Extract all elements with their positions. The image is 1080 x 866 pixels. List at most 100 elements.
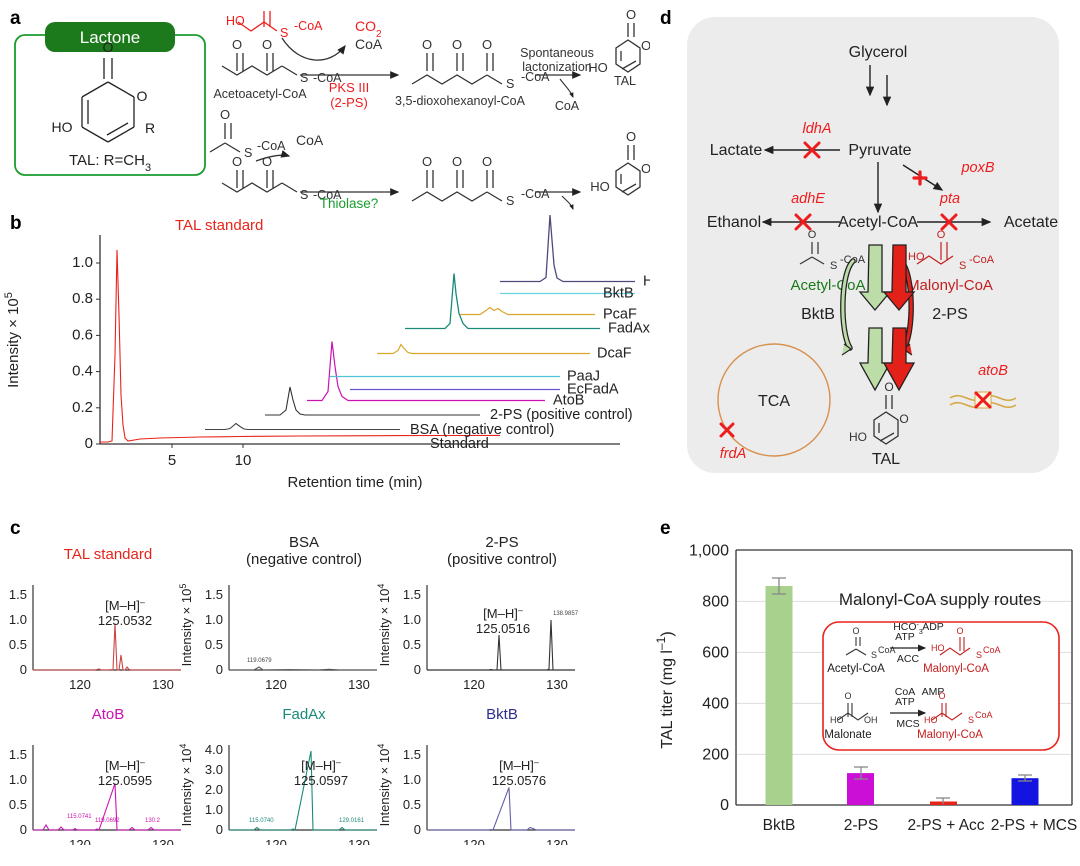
svg-text:1.0: 1.0 — [403, 772, 421, 787]
svg-text:PaaJ: PaaJ — [567, 369, 600, 385]
svg-text:Lactate: Lactate — [710, 142, 763, 159]
svg-text:5: 5 — [168, 452, 176, 469]
svg-text:2-PS: 2-PS — [932, 306, 968, 323]
svg-text:200: 200 — [702, 746, 729, 763]
svg-text:O: O — [844, 691, 851, 701]
svg-text:PcaF: PcaF — [603, 307, 637, 323]
svg-text:1.0: 1.0 — [205, 802, 223, 817]
svg-text:0: 0 — [414, 822, 421, 837]
svg-text:O: O — [482, 154, 492, 169]
svg-text:ATP: ATP — [895, 631, 915, 643]
svg-text:BSA: BSA — [289, 534, 319, 551]
svg-text:2-PS: 2-PS — [844, 817, 878, 834]
svg-text:O: O — [452, 37, 462, 52]
svg-text:S: S — [968, 715, 974, 725]
svg-text:130.2: 130.2 — [145, 818, 161, 824]
svg-text:S: S — [506, 194, 514, 208]
svg-text:1.5: 1.5 — [403, 747, 421, 762]
svg-text:O: O — [808, 229, 817, 241]
svg-text:130: 130 — [546, 837, 568, 845]
svg-text:1.0: 1.0 — [72, 254, 93, 271]
svg-text:Malonyl-CoA supply routes: Malonyl-CoA supply routes — [839, 590, 1041, 609]
svg-text:600: 600 — [702, 644, 729, 661]
svg-text:O: O — [938, 691, 945, 701]
svg-text:-CoA: -CoA — [521, 187, 550, 201]
svg-text:Acetoacetyl-CoA: Acetoacetyl-CoA — [213, 87, 307, 101]
svg-text:Acetate: Acetate — [1004, 214, 1058, 231]
svg-text:120: 120 — [463, 837, 485, 845]
svg-text:(positive control): (positive control) — [447, 551, 557, 568]
svg-text:0.5: 0.5 — [9, 637, 27, 652]
svg-text:TAL: R=CH3: TAL: R=CH3 — [69, 152, 151, 174]
svg-text:120: 120 — [69, 677, 91, 692]
svg-text:Acetyl-CoA: Acetyl-CoA — [790, 277, 865, 294]
svg-text:poxB: poxB — [960, 160, 994, 176]
svg-text:Malonyl-CoA: Malonyl-CoA — [917, 729, 983, 741]
svg-text:Spontaneous: Spontaneous — [520, 46, 594, 60]
svg-text:O: O — [103, 39, 114, 55]
svg-text:O: O — [899, 412, 908, 426]
svg-text:138.9857: 138.9857 — [553, 611, 579, 617]
svg-text:O: O — [232, 37, 242, 52]
svg-text:Retention time (min): Retention time (min) — [287, 474, 422, 491]
svg-text:BktB: BktB — [763, 817, 796, 834]
svg-text:O: O — [937, 229, 946, 241]
svg-text:1,000: 1,000 — [689, 542, 729, 559]
svg-text:0.5: 0.5 — [403, 797, 421, 812]
svg-text:120: 120 — [463, 677, 485, 692]
svg-text:S: S — [976, 650, 982, 660]
svg-text:119.0692: 119.0692 — [95, 818, 120, 824]
svg-text:0: 0 — [216, 822, 223, 837]
svg-text:Malonate: Malonate — [824, 729, 871, 741]
svg-text:0: 0 — [414, 662, 421, 677]
svg-text:-CoA: -CoA — [969, 254, 995, 266]
svg-text:115.0740: 115.0740 — [249, 818, 274, 824]
svg-text:Intensity × 104: Intensity × 104 — [376, 584, 392, 667]
svg-text:125.0595: 125.0595 — [98, 773, 152, 788]
svg-text:2-PS (positive control): 2-PS (positive control) — [490, 407, 633, 423]
svg-text:S: S — [959, 260, 966, 272]
svg-text:TCA: TCA — [758, 393, 790, 410]
svg-text:O: O — [422, 154, 432, 169]
svg-text:130: 130 — [546, 677, 568, 692]
svg-text:ADP: ADP — [922, 621, 944, 633]
svg-text:2-PS: 2-PS — [485, 534, 518, 551]
svg-text:O: O — [641, 38, 650, 53]
svg-text:2-PS + Acc: 2-PS + Acc — [907, 817, 984, 834]
svg-text:CoA: CoA — [355, 36, 383, 52]
svg-text:ldhA: ldhA — [802, 121, 831, 137]
svg-text:[M–H]–: [M–H]– — [301, 757, 341, 773]
svg-text:-CoA: -CoA — [257, 139, 286, 153]
svg-text:125.0516: 125.0516 — [476, 621, 530, 636]
svg-text:Standard: Standard — [430, 436, 489, 452]
svg-text:0.8: 0.8 — [72, 290, 93, 307]
svg-text:3.0: 3.0 — [205, 762, 223, 777]
svg-text:Intensity × 105: Intensity × 105 — [3, 292, 22, 388]
svg-text:HMGS: HMGS — [643, 274, 650, 290]
svg-text:TAL titer (mg l–1): TAL titer (mg l–1) — [654, 631, 676, 748]
svg-text:(2-PS): (2-PS) — [330, 95, 368, 110]
svg-text:1.5: 1.5 — [9, 587, 27, 602]
svg-text:1.0: 1.0 — [9, 772, 27, 787]
svg-text:3,5-dioxohexanoyl-CoA: 3,5-dioxohexanoyl-CoA — [395, 94, 526, 108]
svg-text:O: O — [956, 626, 963, 636]
svg-text:Intensity × 104: Intensity × 104 — [376, 744, 392, 827]
svg-text:0.6: 0.6 — [72, 326, 93, 343]
svg-text:R: R — [145, 120, 155, 136]
svg-text:2.0: 2.0 — [205, 782, 223, 797]
svg-text:DcaF: DcaF — [597, 346, 632, 362]
svg-text:O: O — [220, 107, 230, 122]
svg-text:1.5: 1.5 — [205, 587, 223, 602]
svg-text:BSA (negative control): BSA (negative control) — [410, 422, 554, 438]
svg-text:HO: HO — [849, 430, 867, 444]
svg-text:Acetyl-CoA: Acetyl-CoA — [827, 663, 885, 675]
svg-text:S: S — [830, 260, 837, 272]
svg-text:S: S — [871, 650, 877, 660]
svg-text:HO: HO — [924, 715, 938, 725]
svg-text:CoA: CoA — [878, 645, 896, 655]
svg-text:130: 130 — [152, 837, 174, 845]
svg-text:S: S — [244, 146, 252, 160]
svg-text:HO: HO — [226, 14, 245, 28]
svg-text:O: O — [262, 37, 272, 52]
svg-text:atoB: atoB — [978, 363, 1008, 379]
